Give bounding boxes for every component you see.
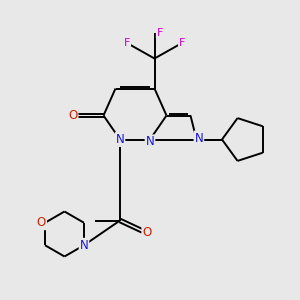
Text: F: F	[157, 28, 163, 38]
Text: O: O	[142, 226, 152, 239]
Text: O: O	[68, 109, 77, 122]
Text: N: N	[146, 135, 154, 148]
Text: O: O	[37, 216, 46, 229]
Text: N: N	[194, 131, 203, 145]
Text: N: N	[116, 133, 124, 146]
Text: F: F	[124, 38, 130, 49]
Text: F: F	[179, 38, 185, 49]
Text: N: N	[80, 239, 88, 252]
